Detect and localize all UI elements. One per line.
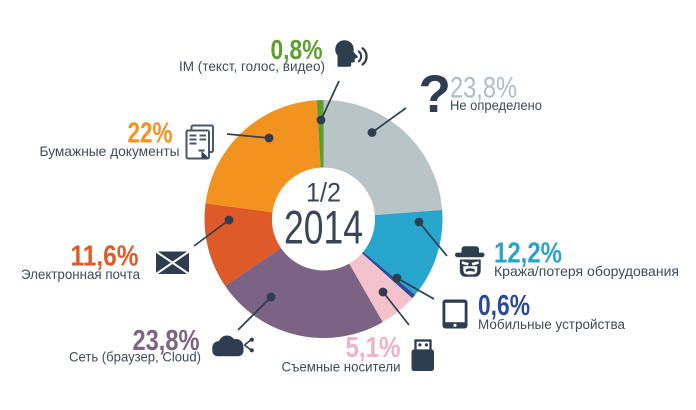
svg-text:12,2%: 12,2% <box>494 238 562 270</box>
svg-text:Съемные носители: Съемные носители <box>282 359 401 375</box>
svg-text:Бумажные документы: Бумажные документы <box>40 143 180 159</box>
svg-text:23,8%: 23,8% <box>450 72 517 105</box>
svg-text:Сеть (браузер, Cloud): Сеть (браузер, Cloud) <box>69 349 201 365</box>
svg-text:?: ? <box>419 65 451 124</box>
svg-text:Электронная почта: Электронная почта <box>21 266 140 282</box>
svg-text:11,6%: 11,6% <box>71 241 139 273</box>
svg-text:1/2: 1/2 <box>306 178 341 208</box>
svg-text:Мобильные устройства: Мобильные устройства <box>478 316 625 332</box>
svg-text:Кража/потеря оборудования: Кража/потеря оборудования <box>494 263 679 279</box>
svg-text:0,6%: 0,6% <box>478 290 530 322</box>
svg-text:0,8%: 0,8% <box>271 34 323 65</box>
svg-text:2014: 2014 <box>284 201 363 254</box>
svg-text:IM (текст, голос, видео): IM (текст, голос, видео) <box>179 58 325 74</box>
svg-text:22%: 22% <box>128 118 173 150</box>
svg-text:23,8%: 23,8% <box>133 325 200 357</box>
svg-text:5,1%: 5,1% <box>346 332 401 364</box>
svg-text:Не определено: Не определено <box>450 97 542 113</box>
